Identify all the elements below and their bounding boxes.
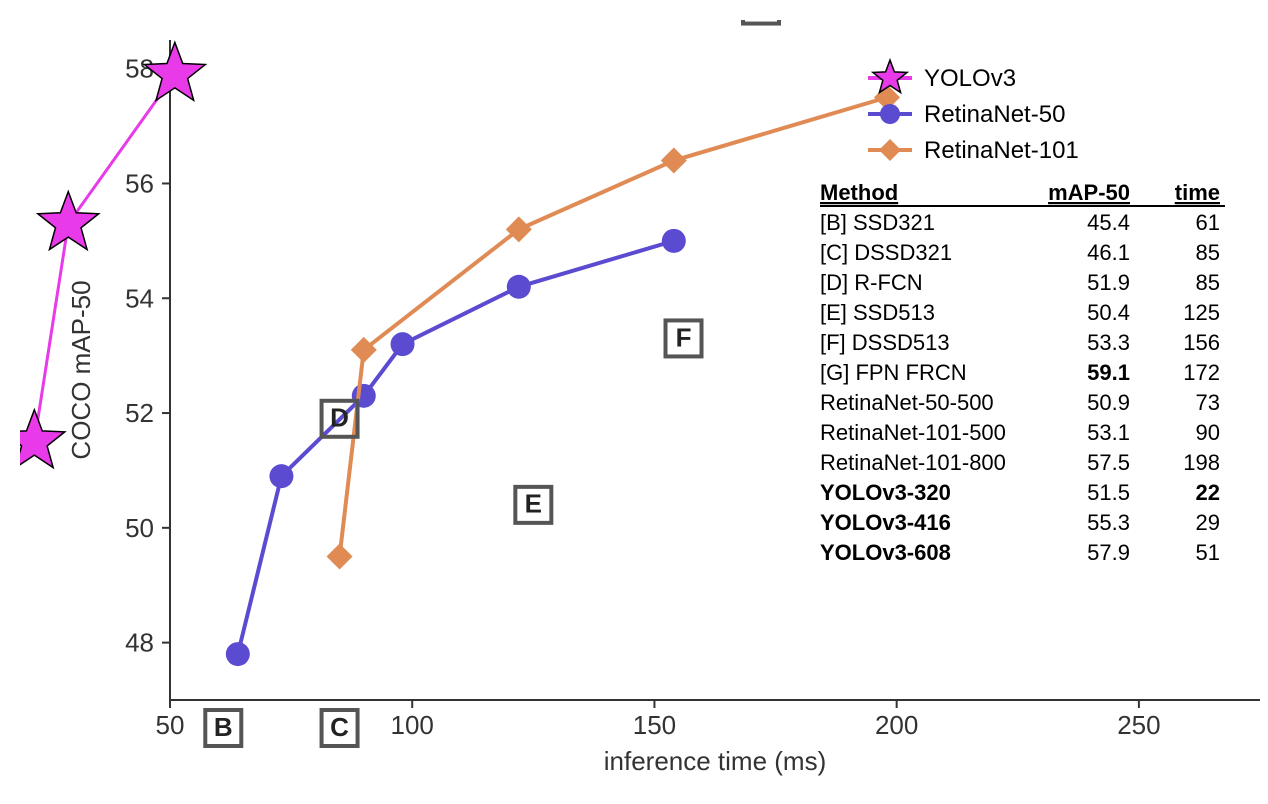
retinanet101-marker <box>661 148 687 174</box>
table-cell-method: YOLOv3-416 <box>820 510 951 535</box>
box-marker-label: D <box>330 403 349 433</box>
table-cell-map: 50.4 <box>1087 300 1130 325</box>
table-cell-map: 51.9 <box>1087 270 1130 295</box>
table-cell-time: 125 <box>1183 300 1220 325</box>
table-cell-time: 51 <box>1196 540 1220 565</box>
box-marker <box>743 20 779 24</box>
y-tick-label: 56 <box>125 168 154 198</box>
chart-container: 50100150200250485052545658inference time… <box>20 20 1268 784</box>
table-cell-time: 90 <box>1196 420 1220 445</box>
table-cell-map: 50.9 <box>1087 390 1130 415</box>
table-cell-map: 46.1 <box>1087 240 1130 265</box>
x-tick-label: 150 <box>633 710 676 740</box>
table-cell-time: 85 <box>1196 270 1220 295</box>
retinanet50-marker <box>352 384 376 408</box>
retinanet101-marker <box>327 544 353 570</box>
table-cell-method: RetinaNet-101-800 <box>820 450 1006 475</box>
x-tick-label: 200 <box>875 710 918 740</box>
legend-label: RetinaNet-101 <box>924 137 1079 164</box>
table-cell-method: YOLOv3-320 <box>820 480 951 505</box>
y-axis-label: COCO mAP-50 <box>66 280 96 459</box>
table-header-time: time <box>1175 180 1220 205</box>
table-cell-method: [G] FPN FRCN <box>820 360 967 385</box>
retinanet50-marker <box>226 642 250 666</box>
x-tick-label: 100 <box>391 710 434 740</box>
y-tick-label: 50 <box>125 513 154 543</box>
yolov3-marker <box>144 42 205 100</box>
table-cell-time: 61 <box>1196 210 1220 235</box>
table-cell-method: [D] R-FCN <box>820 270 923 295</box>
table-cell-time: 73 <box>1196 390 1220 415</box>
table-cell-method: YOLOv3-608 <box>820 540 951 565</box>
table-cell-time: 22 <box>1196 480 1220 505</box>
table-cell-map: 59.1 <box>1087 360 1130 385</box>
x-tick-label: 50 <box>156 710 185 740</box>
table-cell-map: 53.3 <box>1087 330 1130 355</box>
table-cell-method: [C] DSSD321 <box>820 240 952 265</box>
table-cell-method: RetinaNet-50-500 <box>820 390 994 415</box>
table-cell-method: RetinaNet-101-500 <box>820 420 1006 445</box>
table-cell-time: 156 <box>1183 330 1220 355</box>
retinanet50-marker <box>391 332 415 356</box>
table-cell-map: 57.5 <box>1087 450 1130 475</box>
retinanet101-line <box>340 97 887 556</box>
box-marker-label: C <box>330 712 349 742</box>
table-header-method: Method <box>820 180 898 205</box>
x-axis-label: inference time (ms) <box>604 746 827 776</box>
box-marker-label: B <box>214 712 233 742</box>
table-cell-map: 53.1 <box>1087 420 1130 445</box>
table-cell-time: 198 <box>1183 450 1220 475</box>
table-cell-map: 55.3 <box>1087 510 1130 535</box>
table-header-map: mAP-50 <box>1048 180 1130 205</box>
table-cell-map: 57.9 <box>1087 540 1130 565</box>
table-cell-method: [B] SSD321 <box>820 210 935 235</box>
table-cell-time: 85 <box>1196 240 1220 265</box>
legend-label: YOLOv3 <box>924 65 1016 92</box>
box-marker-label: E <box>525 489 542 519</box>
retinanet50-marker <box>662 229 686 253</box>
yolov3-marker <box>38 192 99 250</box>
table-cell-method: [F] DSSD513 <box>820 330 950 355</box>
legend-label: RetinaNet-50 <box>924 101 1065 128</box>
table-cell-time: 172 <box>1183 360 1220 385</box>
retinanet50-line <box>238 241 674 654</box>
table-cell-map: 45.4 <box>1087 210 1130 235</box>
box-marker-label: F <box>676 322 692 352</box>
retinanet50-marker <box>507 275 531 299</box>
legend-icon <box>879 139 901 161</box>
table-cell-method: [E] SSD513 <box>820 300 935 325</box>
chart-svg: 50100150200250485052545658inference time… <box>20 20 1268 784</box>
legend-icon <box>880 104 900 124</box>
y-tick-label: 54 <box>125 283 154 313</box>
y-tick-label: 48 <box>125 628 154 658</box>
yolov3-line <box>34 74 174 441</box>
table-cell-map: 51.5 <box>1087 480 1130 505</box>
y-tick-label: 52 <box>125 398 154 428</box>
table-cell-time: 29 <box>1196 510 1220 535</box>
yolov3-marker <box>20 410 65 468</box>
x-tick-label: 250 <box>1117 710 1160 740</box>
retinanet50-marker <box>269 464 293 488</box>
